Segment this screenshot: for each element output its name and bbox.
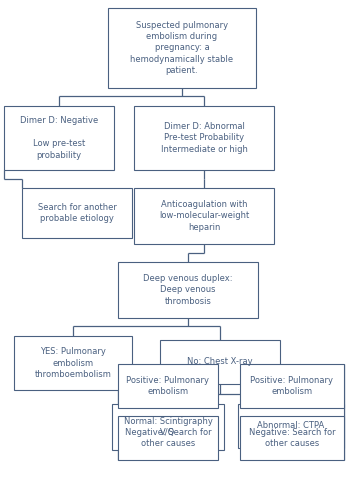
Text: Normal: Scintigraphy
V/Q: Normal: Scintigraphy V/Q: [124, 417, 213, 437]
Bar: [160, 340, 280, 384]
Text: Positive: Pulmonary
embolism: Positive: Pulmonary embolism: [251, 376, 333, 396]
Bar: [108, 8, 256, 88]
Text: Suspected pulmonary
embolism during
pregnancy: a
hemodynamically stable
patient.: Suspected pulmonary embolism during preg…: [131, 20, 234, 76]
Text: Negative: Search for
other causes: Negative: Search for other causes: [249, 428, 335, 448]
Bar: [14, 336, 132, 390]
Text: Dimer D: Negative

Low pre-test
probability: Dimer D: Negative Low pre-test probabili…: [20, 116, 98, 160]
Text: Negative: Search for
other causes: Negative: Search for other causes: [125, 428, 211, 448]
Bar: [134, 188, 274, 244]
Bar: [112, 404, 224, 450]
Bar: [118, 416, 218, 460]
Bar: [240, 364, 344, 408]
Bar: [118, 364, 218, 408]
Text: YES: Pulmonary
embolism
thromboembolism: YES: Pulmonary embolism thromboembolism: [34, 347, 112, 379]
Text: Abnormal: CTPA: Abnormal: CTPA: [257, 422, 325, 430]
Bar: [118, 262, 258, 318]
Bar: [238, 404, 344, 448]
Text: Positive: Pulmonary
embolism: Positive: Pulmonary embolism: [126, 376, 209, 396]
Bar: [240, 416, 344, 460]
Text: No: Chest X-ray: No: Chest X-ray: [187, 358, 253, 366]
Text: Anticoagulation with
low-molecular-weight
heparin: Anticoagulation with low-molecular-weigh…: [159, 200, 249, 232]
Bar: [134, 106, 274, 170]
Text: Dimer D: Abnormal
Pre-test Probability
Intermediate or high: Dimer D: Abnormal Pre-test Probability I…: [161, 122, 247, 154]
Bar: [4, 106, 114, 170]
Text: Deep venous duplex:
Deep venous
thrombosis: Deep venous duplex: Deep venous thrombos…: [143, 274, 233, 306]
Bar: [22, 188, 132, 238]
Text: Search for another
probable etiology: Search for another probable etiology: [38, 203, 117, 223]
